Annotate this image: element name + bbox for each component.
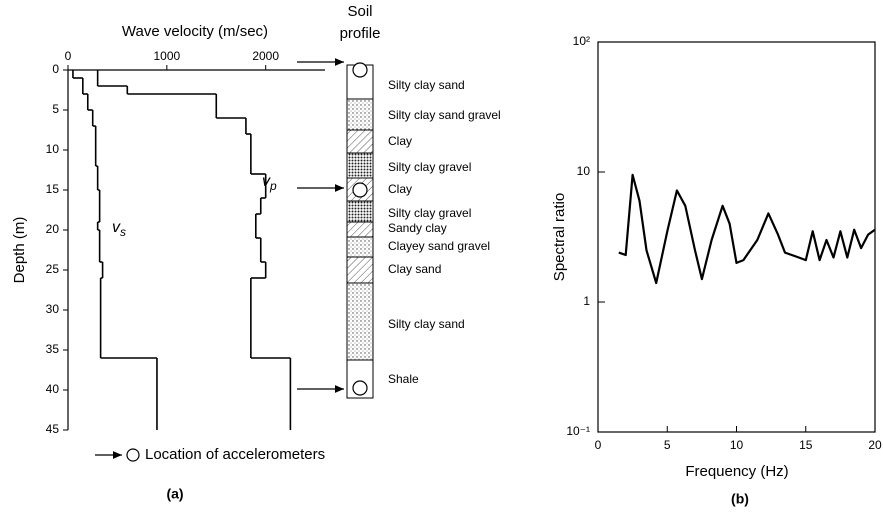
y-tick-label: 15 [46, 182, 60, 196]
soil-title: Soil [347, 3, 372, 20]
soil-layer [346, 236, 374, 258]
legend-label: Location of accelerometers [145, 446, 325, 463]
soil-layer-label: Shale [388, 372, 419, 386]
soil-layer [346, 221, 374, 238]
series-subscript: s [120, 225, 126, 239]
plot-frame [597, 41, 876, 433]
y-axis-label: Spectral ratio [551, 193, 568, 281]
x-tick-label: 2000 [252, 49, 279, 63]
soil-layer-label: Silty clay sand [388, 317, 465, 331]
y-tick-label: 45 [46, 422, 60, 436]
soil-layer-label: Silty clay sand gravel [388, 108, 501, 122]
panel-label: (a) [166, 486, 183, 502]
soil-layer-label: Clay [388, 182, 412, 196]
accelerometer [352, 182, 368, 198]
soil-layer [346, 152, 374, 179]
y-tick-label: 10² [573, 34, 590, 48]
y-tick-label: 10 [577, 164, 591, 178]
y-tick-label: 25 [46, 262, 60, 276]
panel-label: (b) [731, 491, 749, 507]
accelerometer [352, 62, 368, 78]
x-tick-label: 0 [595, 438, 602, 452]
y-tick-label: 40 [46, 382, 60, 396]
y-tick-label: 10 [46, 142, 60, 156]
soil-title: profile [340, 25, 381, 42]
y-tick-label: 5 [52, 102, 59, 116]
series-label: vp [262, 173, 277, 193]
soil-layer-label: Clayey sand gravel [388, 239, 490, 253]
soil-layer-label: Silty clay sand [388, 78, 465, 92]
series-symbol: v [112, 219, 121, 236]
x-tick-label: 20 [868, 438, 882, 452]
x-axis-label: Frequency (Hz) [685, 463, 788, 480]
accelerometer [352, 380, 368, 396]
soil-layer-label: Clay [388, 134, 412, 148]
soil-layer-label: Silty clay gravel [388, 206, 471, 220]
data-line [618, 173, 876, 285]
soil-layer [346, 256, 374, 284]
x-tick-label: 10 [730, 438, 744, 452]
y-axis-label: Depth (m) [11, 217, 28, 284]
soil-layer-label: Silty clay gravel [388, 160, 471, 174]
soil-layer [346, 282, 374, 361]
soil-layer-label: Clay sand [388, 262, 441, 276]
soil-layer-label: Sandy clay [388, 221, 447, 235]
series-subscript: p [269, 179, 277, 193]
y-tick-label: 1 [583, 294, 590, 308]
y-tick-label: 20 [46, 222, 60, 236]
y-tick-label: 30 [46, 302, 60, 316]
series-label: vs [112, 219, 126, 239]
y-tick-label: 35 [46, 342, 60, 356]
legend-circle [126, 448, 140, 462]
x-tick-label: 15 [799, 438, 813, 452]
soil-layer [346, 129, 374, 154]
x-tick-label: 1000 [153, 49, 180, 63]
soil-layer [346, 200, 374, 223]
series-symbol: v [262, 173, 271, 190]
x-tick-label: 5 [664, 438, 671, 452]
chart-title: Wave velocity (m/sec) [122, 23, 268, 40]
x-tick-label: 0 [65, 49, 72, 63]
y-tick-label: 10⁻¹ [566, 424, 590, 438]
soil-layer [346, 98, 374, 131]
y-tick-label: 0 [52, 62, 59, 76]
